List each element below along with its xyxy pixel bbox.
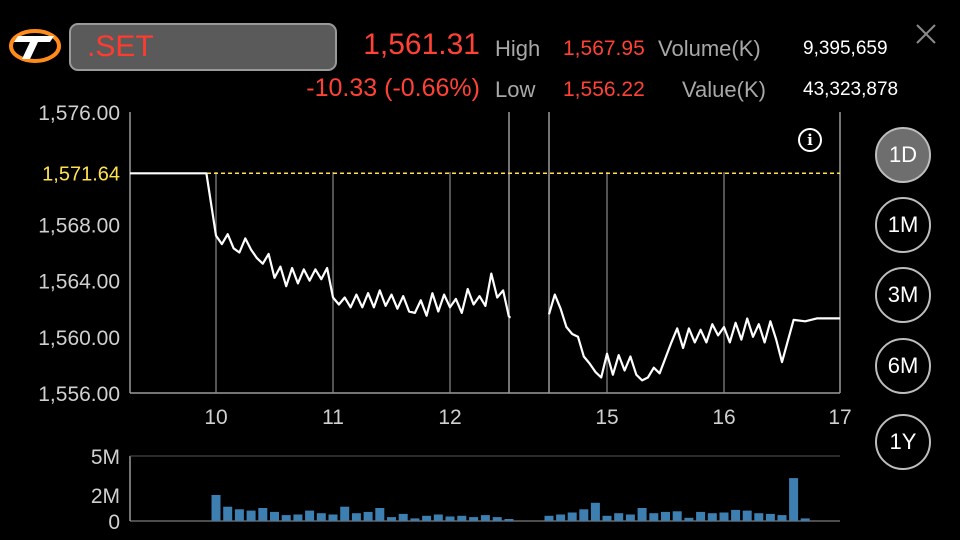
volume-bar xyxy=(579,509,589,521)
volume-bar xyxy=(398,513,408,521)
volume-bar xyxy=(672,511,682,522)
volume-bar xyxy=(305,510,315,521)
volume-bar xyxy=(765,513,775,521)
volume-value: 9,395,659 xyxy=(803,38,888,59)
volume-bar xyxy=(777,515,787,521)
volume-bar xyxy=(211,495,221,521)
price-x-tick: 11 xyxy=(322,406,344,429)
previous-close-label: 1,571.64 xyxy=(42,163,120,185)
volume-bar xyxy=(480,515,490,521)
price-y-tick: 1,560.00 xyxy=(38,327,120,350)
volume-bar xyxy=(387,517,396,521)
range-button-1y[interactable]: 1Y xyxy=(875,414,931,470)
volume-bar xyxy=(375,508,385,521)
volume-bar xyxy=(567,512,577,521)
volume-bar xyxy=(800,518,810,521)
volume-bar xyxy=(351,513,361,521)
volume-bar xyxy=(492,517,502,521)
volume-bar xyxy=(457,515,467,521)
info-icon[interactable]: i xyxy=(798,128,822,152)
volume-bar xyxy=(684,517,694,522)
volume-bar xyxy=(602,515,612,521)
price-x-tick: 15 xyxy=(595,406,618,429)
volume-bar xyxy=(696,511,706,521)
volume-bar xyxy=(661,511,670,521)
volume-bar xyxy=(422,515,432,521)
volume-bar xyxy=(223,506,233,521)
high-label: High xyxy=(495,36,541,61)
volume-y-tick: 2M xyxy=(91,485,120,508)
price-line-afternoon xyxy=(547,293,840,382)
value-value: 43,323,878 xyxy=(803,79,899,100)
price-x-tick: 16 xyxy=(712,406,735,429)
low-label: Low xyxy=(495,77,536,102)
volume-label: Volume(K) xyxy=(658,36,761,61)
volume-bar xyxy=(544,515,554,521)
volume-bar xyxy=(707,513,717,521)
volume-bar xyxy=(258,508,268,521)
volume-bar xyxy=(754,513,764,521)
range-button-6m[interactable]: 6M xyxy=(875,338,931,394)
volume-bar xyxy=(234,509,244,521)
close-icon[interactable] xyxy=(914,22,938,46)
volume-bar xyxy=(504,519,514,521)
price-x-tick: 17 xyxy=(828,406,851,429)
price-y-tick: 1,568.00 xyxy=(38,214,120,237)
range-button-1d[interactable]: 1D xyxy=(875,127,931,183)
low-value: 1,556.22 xyxy=(563,78,645,101)
volume-bar xyxy=(445,516,455,521)
volume-bar xyxy=(281,515,291,521)
volume-bar xyxy=(410,518,420,521)
price-line-morning xyxy=(130,172,511,318)
volume-bar xyxy=(649,513,659,521)
volume-bar xyxy=(590,502,600,521)
volume-bar xyxy=(637,508,647,521)
volume-bar xyxy=(293,514,303,521)
volume-bar xyxy=(625,514,635,521)
volume-bar xyxy=(469,517,479,521)
price-y-tick: 1,576.00 xyxy=(38,102,120,125)
price-y-tick: 1,564.00 xyxy=(38,271,120,294)
volume-bar xyxy=(731,509,741,521)
high-value: 1,567.95 xyxy=(563,37,645,60)
price-x-tick: 10 xyxy=(204,406,227,429)
set-logo xyxy=(9,29,61,63)
symbol-search-input[interactable]: .SET xyxy=(69,23,337,71)
range-button-1m[interactable]: 1M xyxy=(875,197,931,253)
volume-bar xyxy=(789,478,799,521)
volume-bar xyxy=(742,510,752,521)
volume-bar xyxy=(719,512,729,521)
volume-y-tick: 0 xyxy=(108,511,120,534)
volume-bar xyxy=(614,513,624,521)
price-y-tick: 1,556.00 xyxy=(38,383,120,406)
range-button-3m[interactable]: 3M xyxy=(875,267,931,323)
value-label: Value(K) xyxy=(682,77,766,102)
price-change: -10.33 (-0.66%) xyxy=(306,74,480,102)
volume-bar xyxy=(328,514,338,521)
volume-y-tick: 5M xyxy=(91,446,120,469)
price-x-tick: 12 xyxy=(438,406,461,429)
volume-bar xyxy=(433,514,443,521)
last-price: 1,561.31 xyxy=(363,28,480,61)
volume-bar xyxy=(270,511,279,521)
volume-bar xyxy=(363,511,373,521)
volume-bar xyxy=(340,506,350,521)
volume-bar xyxy=(556,514,566,521)
volume-bar xyxy=(246,510,256,521)
volume-bar xyxy=(316,513,326,521)
